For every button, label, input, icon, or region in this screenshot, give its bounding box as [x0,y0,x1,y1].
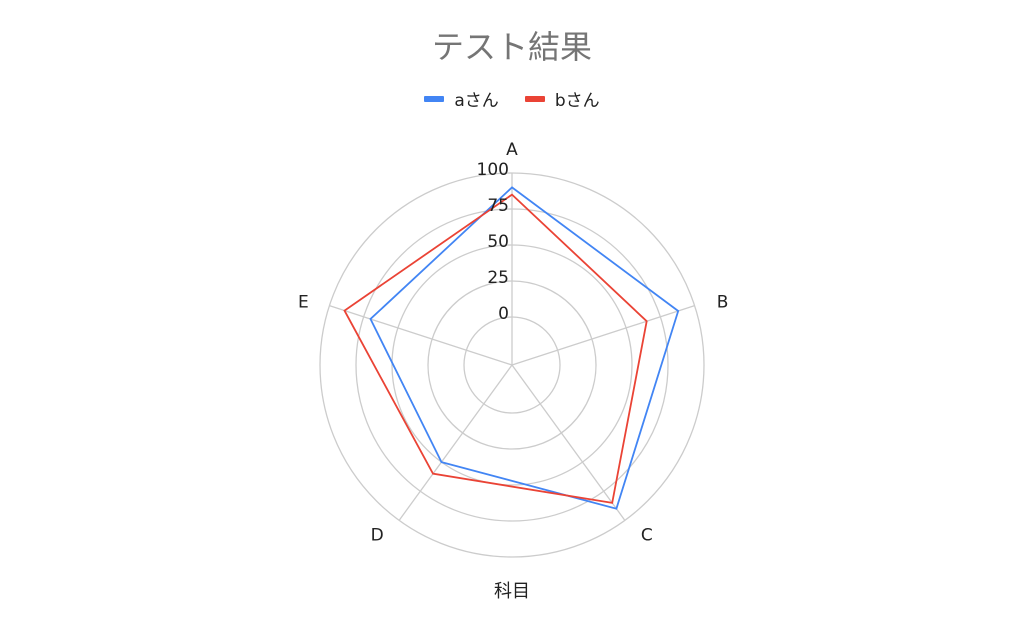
grid-spoke [511,364,626,521]
legend-label-b: bさん [554,91,600,111]
grid-layer [319,172,705,558]
category-label: D [371,525,384,545]
category-label: E [298,293,309,313]
axis-title: 科目 [494,581,530,602]
radial-tick-label: 0 [498,304,509,324]
grid-spoke [398,364,513,521]
legend-item-a[interactable]: aさん [424,86,499,111]
category-label: C [641,525,653,545]
series-line-0 [369,186,680,510]
legend-item-b[interactable]: bさん [524,86,600,111]
legend-label-a: aさん [454,91,499,111]
series-line-1 [343,193,648,504]
chart-title: テスト結果 [431,28,592,66]
category-label: B [717,293,729,313]
radial-tick-label: 50 [487,232,509,252]
legend-swatch-b [524,95,545,102]
legend: aさん bさん [0,86,1024,111]
radial-tick-label: 25 [487,268,509,288]
radial-tick-label: 75 [487,196,509,216]
legend-swatch-a [424,95,445,102]
series-layer [343,186,680,510]
grid-spoke [329,305,513,366]
category-label: A [506,140,518,160]
grid-spoke [511,305,695,366]
radial-tick-label: 100 [477,160,509,180]
